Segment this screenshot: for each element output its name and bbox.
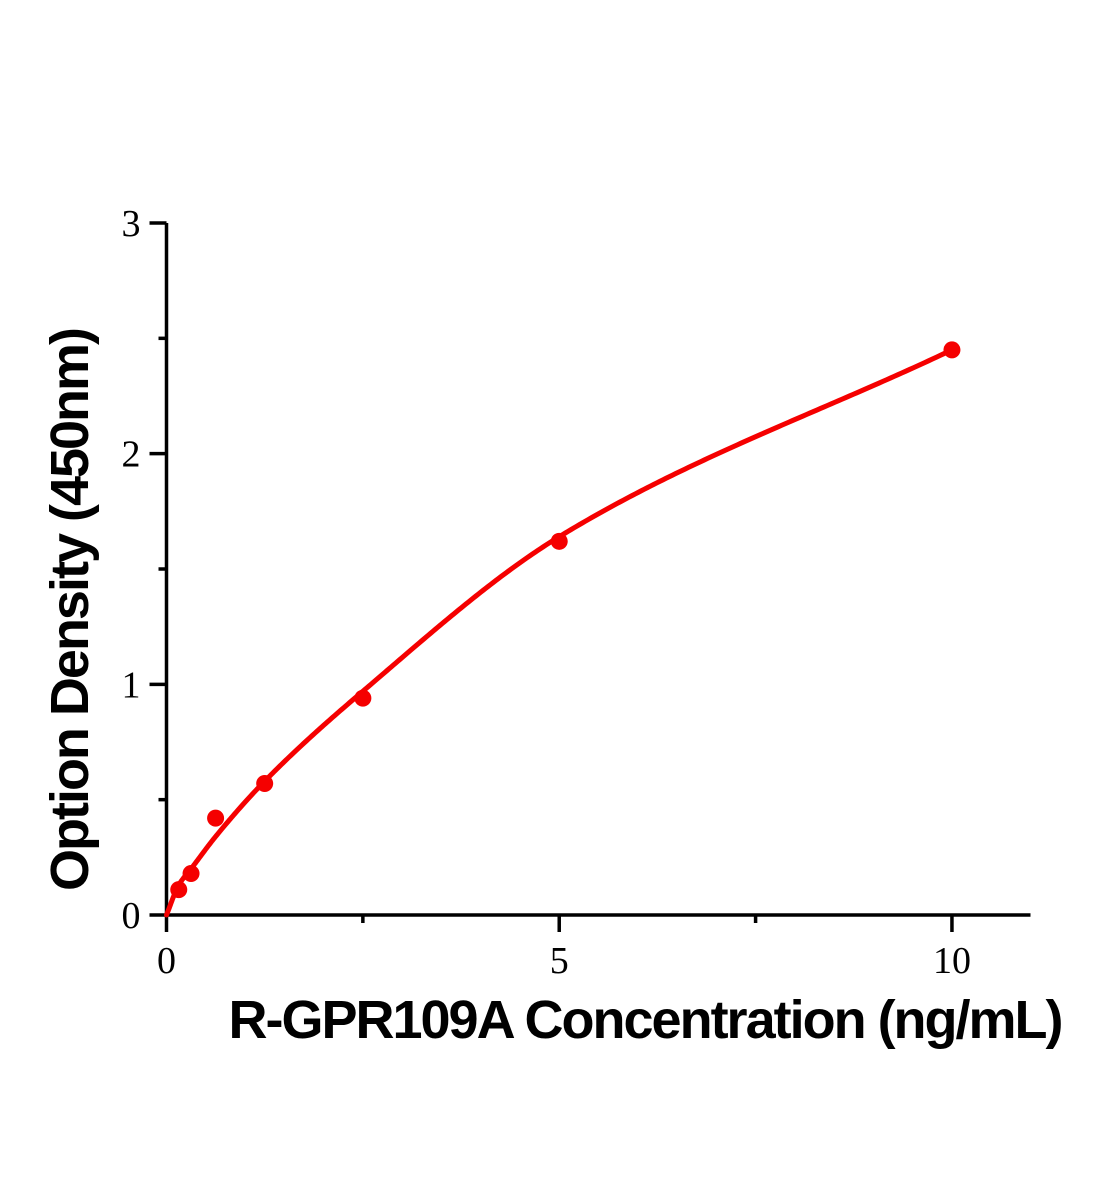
x-axis-title: R-GPR109A Concentration (ng/mL) xyxy=(228,990,1061,1050)
y-tick-label: 3 xyxy=(122,203,141,245)
data-point xyxy=(943,341,961,359)
data-point xyxy=(550,532,568,550)
standard-curve xyxy=(164,347,955,918)
x-tick-label: 5 xyxy=(550,940,569,982)
data-point xyxy=(182,864,200,882)
x-tick-label: 10 xyxy=(933,940,971,982)
x-tick-label: 0 xyxy=(157,940,176,982)
plot-area: 0 5 10 0 1 2 3 xyxy=(122,203,1031,982)
data-point xyxy=(170,881,188,899)
y-tick-label: 0 xyxy=(122,895,141,937)
y-axis-title: Option Density (450nm) xyxy=(40,329,100,891)
data-point xyxy=(256,775,274,793)
y-tick-label: 2 xyxy=(122,434,141,476)
y-tick-label: 1 xyxy=(122,664,141,706)
data-point xyxy=(354,689,372,707)
data-point xyxy=(207,809,225,827)
